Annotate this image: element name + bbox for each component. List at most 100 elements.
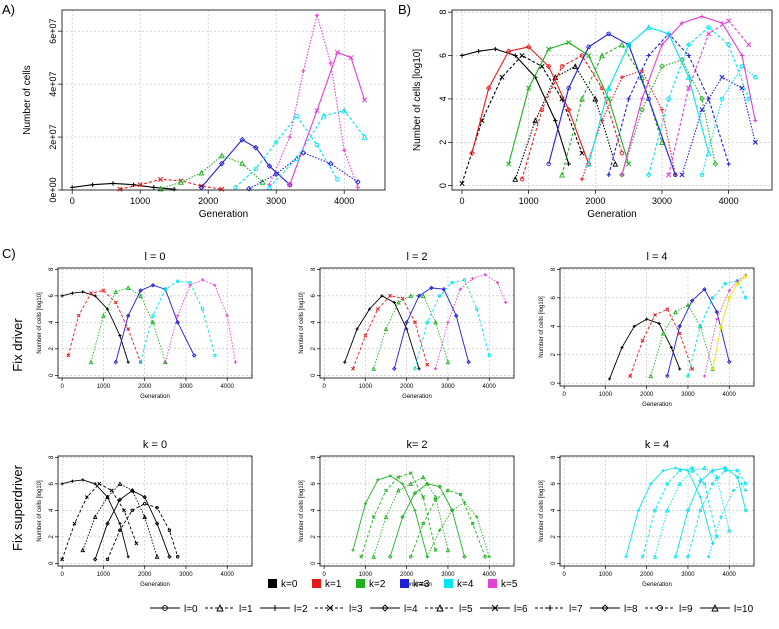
data-point bbox=[343, 360, 347, 364]
x-tick-label: 0 bbox=[322, 384, 326, 390]
y-tick-label: 2 bbox=[438, 140, 448, 145]
y-tick-label: 6 bbox=[311, 294, 317, 298]
y-axis-label: Number of cells [log10] bbox=[37, 480, 43, 542]
data-point bbox=[218, 152, 225, 159]
legend-label-k2: k=2 bbox=[369, 579, 386, 590]
x-axis-label: Generation bbox=[402, 394, 432, 400]
data-point bbox=[673, 309, 678, 315]
data-point bbox=[151, 185, 156, 190]
data-point bbox=[685, 41, 692, 48]
data-point bbox=[698, 478, 703, 484]
data-point bbox=[679, 172, 685, 178]
x-tick-label: 1000 bbox=[359, 572, 373, 578]
data-point bbox=[739, 85, 745, 91]
panel-label-a: A) bbox=[2, 2, 15, 17]
data-point bbox=[376, 478, 380, 482]
data-point bbox=[726, 527, 732, 533]
data-point bbox=[744, 296, 748, 300]
series-line bbox=[648, 26, 750, 175]
data-point bbox=[155, 505, 159, 510]
series-k=2c bbox=[619, 57, 719, 178]
series-line bbox=[235, 114, 338, 188]
data-point bbox=[348, 55, 354, 61]
data-point bbox=[566, 161, 571, 167]
data-point bbox=[301, 68, 306, 74]
data-point bbox=[126, 360, 130, 364]
series-k=2 bbox=[506, 39, 632, 167]
series-l=4 bbox=[686, 468, 748, 559]
data-point bbox=[383, 326, 389, 332]
series-line bbox=[414, 279, 490, 369]
chart-a: 0 1000 2000 3000 4000 0e+00 2e+07 4e+07 6e+07 Gen… bbox=[22, 9, 386, 220]
y-axis-label: Number of cells [log10] bbox=[299, 292, 305, 354]
data-point bbox=[175, 320, 180, 325]
x-tick-label: 0 bbox=[60, 572, 64, 578]
data-point bbox=[493, 46, 498, 52]
data-point bbox=[76, 313, 81, 318]
data-point bbox=[714, 474, 720, 480]
data-point bbox=[539, 107, 545, 112]
data-point bbox=[60, 557, 65, 562]
x-tick-label: 3000 bbox=[179, 384, 193, 390]
data-point bbox=[612, 160, 619, 167]
data-point bbox=[532, 117, 539, 124]
data-point bbox=[81, 290, 85, 294]
chart-title: l = 4 bbox=[646, 251, 667, 263]
data-point bbox=[664, 507, 670, 513]
data-point bbox=[286, 181, 293, 188]
data-point bbox=[660, 330, 666, 336]
series-k=2 bbox=[371, 293, 451, 371]
data-point bbox=[572, 63, 579, 70]
data-point bbox=[142, 514, 148, 520]
data-point bbox=[744, 482, 748, 486]
y-axis-label: Number of cells [log10] bbox=[539, 480, 545, 542]
data-point bbox=[425, 320, 430, 325]
data-point bbox=[632, 324, 636, 328]
data-point bbox=[163, 360, 167, 364]
data-point bbox=[719, 96, 725, 102]
series-k=2 bbox=[648, 302, 716, 379]
series-line bbox=[393, 287, 470, 369]
data-point bbox=[361, 133, 368, 140]
data-point bbox=[519, 52, 525, 59]
data-point bbox=[628, 374, 633, 379]
series-l=2 bbox=[80, 481, 160, 559]
data-point bbox=[259, 178, 266, 185]
data-point bbox=[702, 465, 707, 470]
data-point bbox=[409, 554, 413, 559]
series-line bbox=[701, 65, 756, 175]
series-l=2 bbox=[371, 474, 451, 559]
data-point bbox=[726, 161, 731, 167]
x-tick-label: 3000 bbox=[266, 196, 286, 206]
legend-label-l10: l=10 bbox=[734, 604, 754, 615]
x-tick-label: 1000 bbox=[599, 392, 613, 398]
data-point bbox=[408, 471, 413, 476]
x-tick-label: 4000 bbox=[483, 572, 497, 578]
data-point bbox=[273, 171, 280, 177]
data-point bbox=[470, 521, 475, 526]
data-point bbox=[218, 160, 225, 167]
data-point bbox=[665, 96, 672, 102]
data-point bbox=[719, 20, 725, 26]
data-point bbox=[673, 172, 678, 178]
data-point bbox=[60, 482, 64, 486]
series-l=4 bbox=[105, 501, 180, 562]
x-tick-label: 3000 bbox=[441, 572, 455, 578]
legend-marker-l6 bbox=[491, 604, 499, 612]
legend-label-k0: k=0 bbox=[281, 579, 298, 590]
y-tick-label: 2 bbox=[551, 352, 557, 356]
data-point bbox=[712, 161, 719, 167]
data-point bbox=[438, 528, 442, 532]
data-point bbox=[735, 474, 740, 480]
data-point bbox=[396, 475, 401, 480]
data-point bbox=[636, 508, 641, 512]
y-tick-label: 0 bbox=[311, 373, 317, 377]
data-point bbox=[727, 295, 732, 300]
plot-frame bbox=[319, 267, 515, 379]
series-k=5y bbox=[710, 274, 748, 371]
plot-frame bbox=[61, 9, 386, 191]
data-point bbox=[739, 64, 745, 69]
data-point bbox=[690, 366, 695, 371]
data-point bbox=[698, 495, 702, 499]
